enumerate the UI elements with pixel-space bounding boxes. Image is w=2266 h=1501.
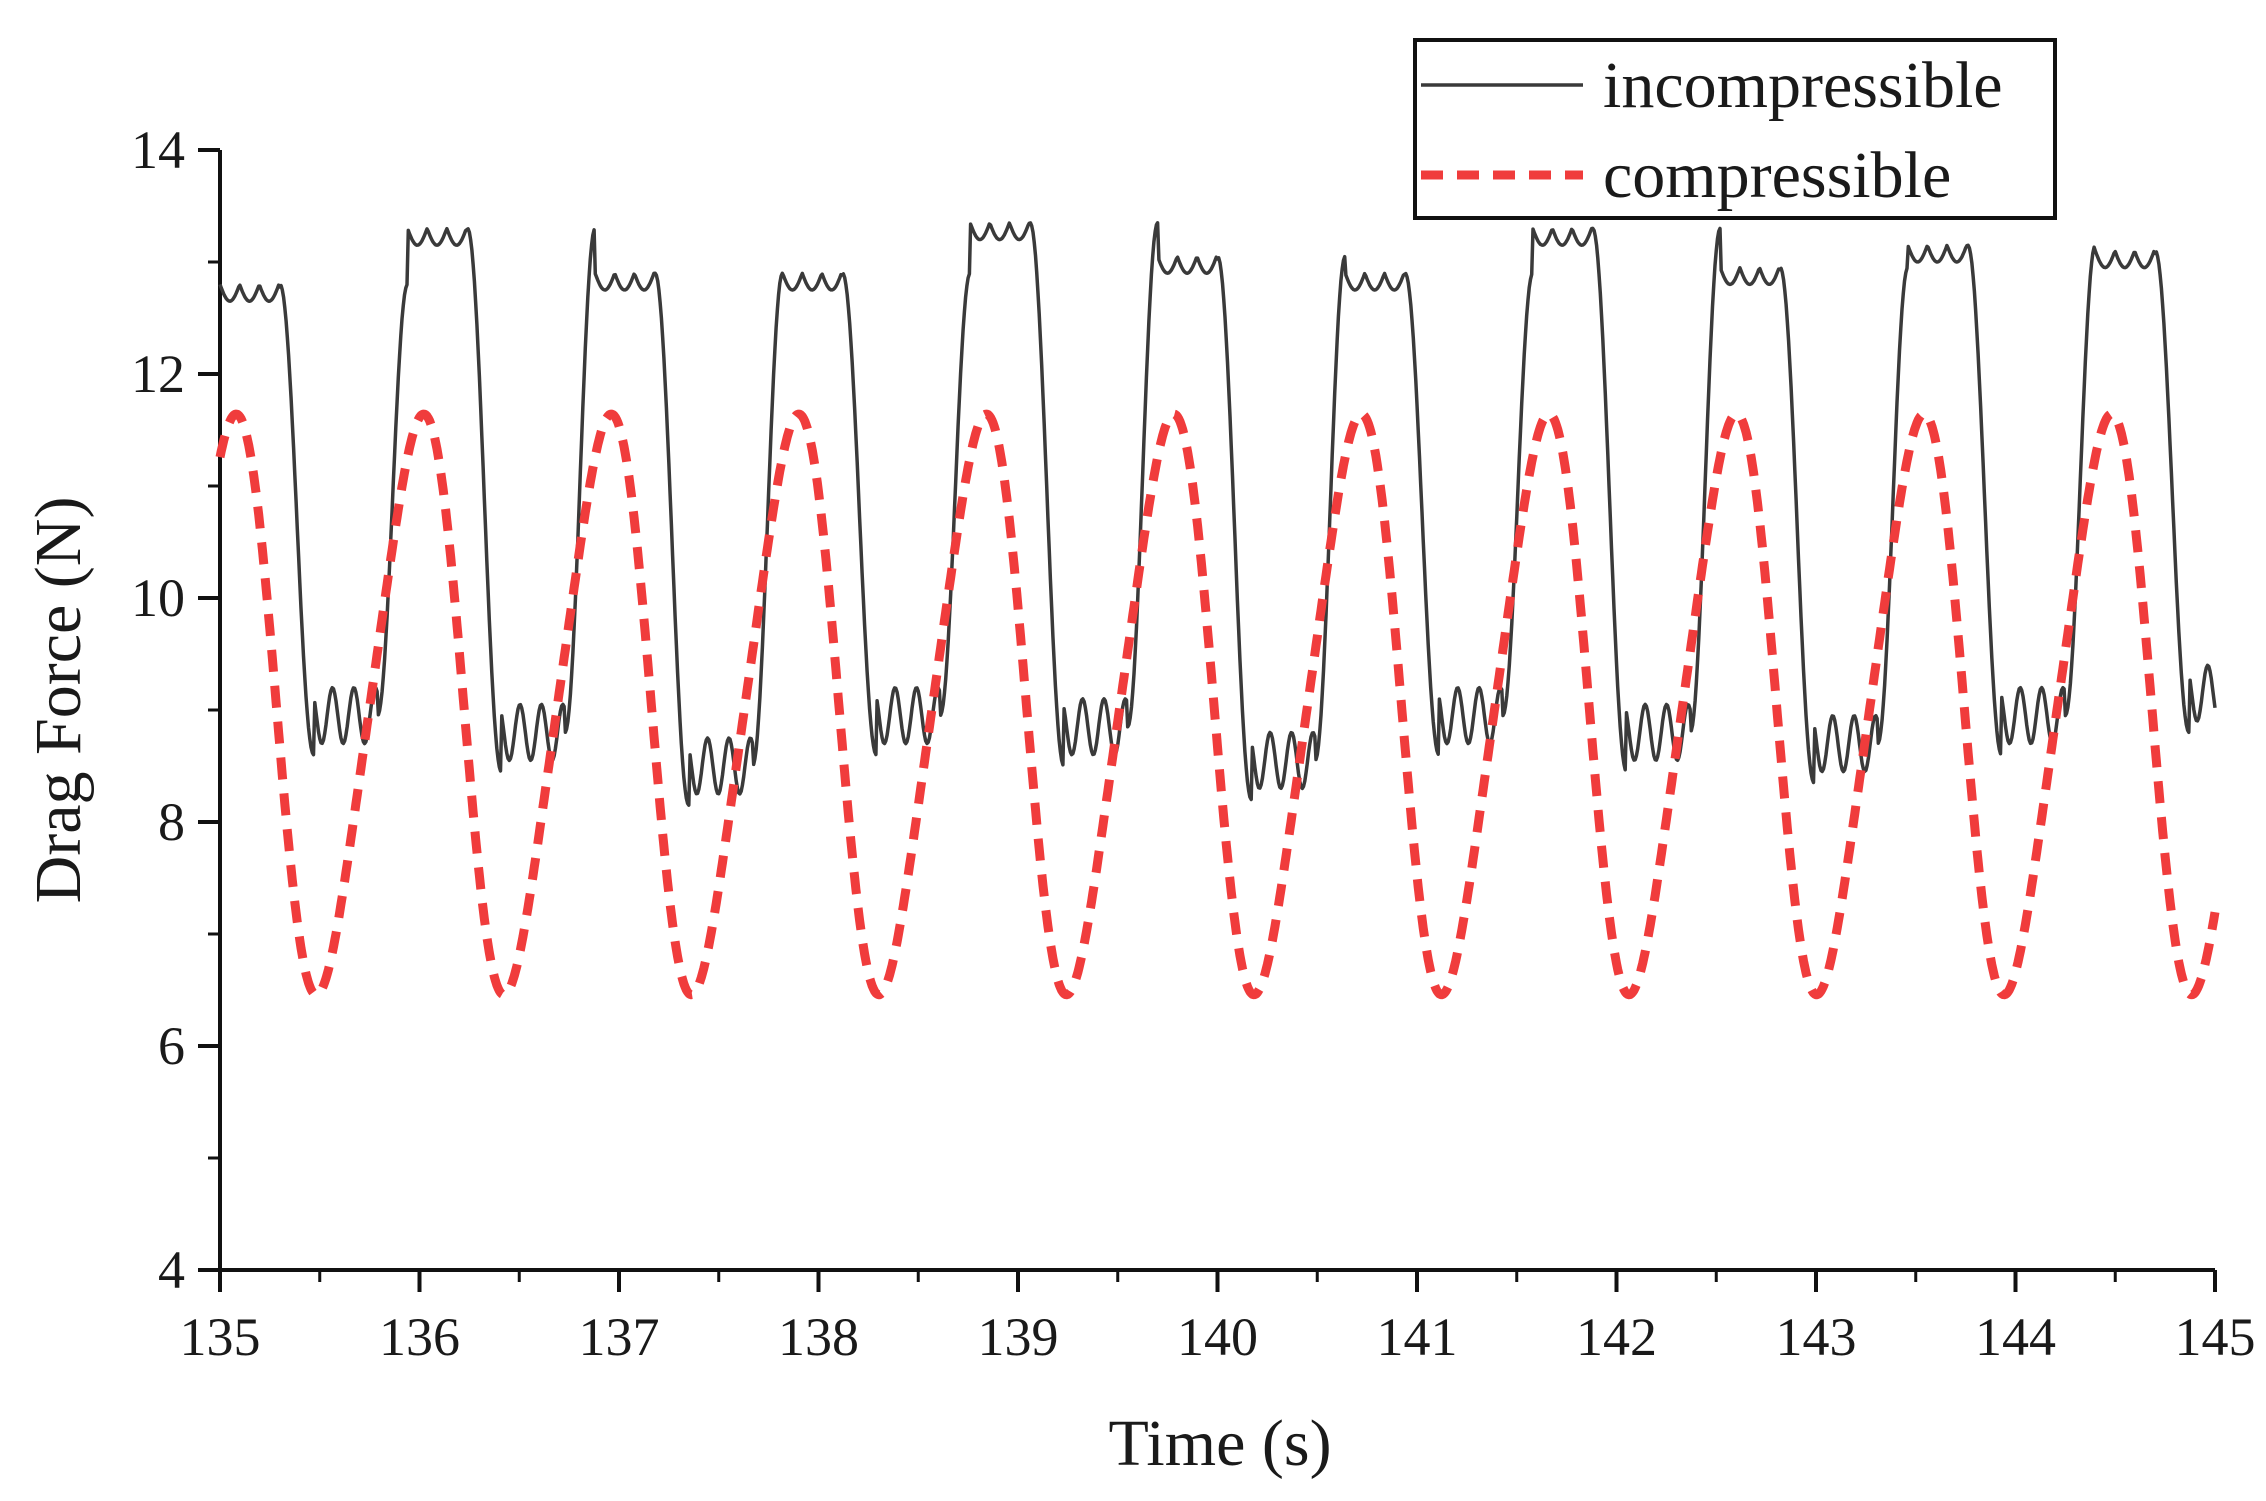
x-tick-label-139: 139 xyxy=(978,1307,1059,1367)
x-tick-label-137: 137 xyxy=(579,1307,660,1367)
y-tick-label-14: 14 xyxy=(131,120,185,180)
x-tick-label-140: 140 xyxy=(1177,1307,1258,1367)
y-tick-label-4: 4 xyxy=(158,1240,185,1300)
y-tick-label-8: 8 xyxy=(158,792,185,852)
x-tick-label-144: 144 xyxy=(1975,1307,2056,1367)
x-tick-label-145: 145 xyxy=(2175,1307,2256,1367)
y-axis-title: Drag Force (N) xyxy=(22,497,95,904)
legend: incompressible compressible xyxy=(1413,38,2057,220)
legend-box xyxy=(1413,38,2057,220)
legend-label-compressible: compressible xyxy=(1603,139,1951,212)
x-tick-label-136: 136 xyxy=(379,1307,460,1367)
y-tick-label-10: 10 xyxy=(131,568,185,628)
x-tick-label-135: 135 xyxy=(180,1307,261,1367)
x-tick-label-142: 142 xyxy=(1576,1307,1657,1367)
ticks: 135 136 137 138 139 140 141 142 143 144 145 4 6 8 10 12… xyxy=(131,120,2256,1367)
y-tick-label-12: 12 xyxy=(131,344,185,404)
y-tick-label-6: 6 xyxy=(158,1016,185,1076)
x-tick-label-143: 143 xyxy=(1776,1307,1857,1367)
x-tick-label-138: 138 xyxy=(778,1307,859,1367)
x-tick-label-141: 141 xyxy=(1377,1307,1458,1367)
legend-label-incompressible: incompressible xyxy=(1603,49,2003,122)
x-axis-title: Time (s) xyxy=(1108,1407,1331,1480)
series-group xyxy=(215,221,2220,1000)
series-line-compressible xyxy=(215,409,2220,1000)
